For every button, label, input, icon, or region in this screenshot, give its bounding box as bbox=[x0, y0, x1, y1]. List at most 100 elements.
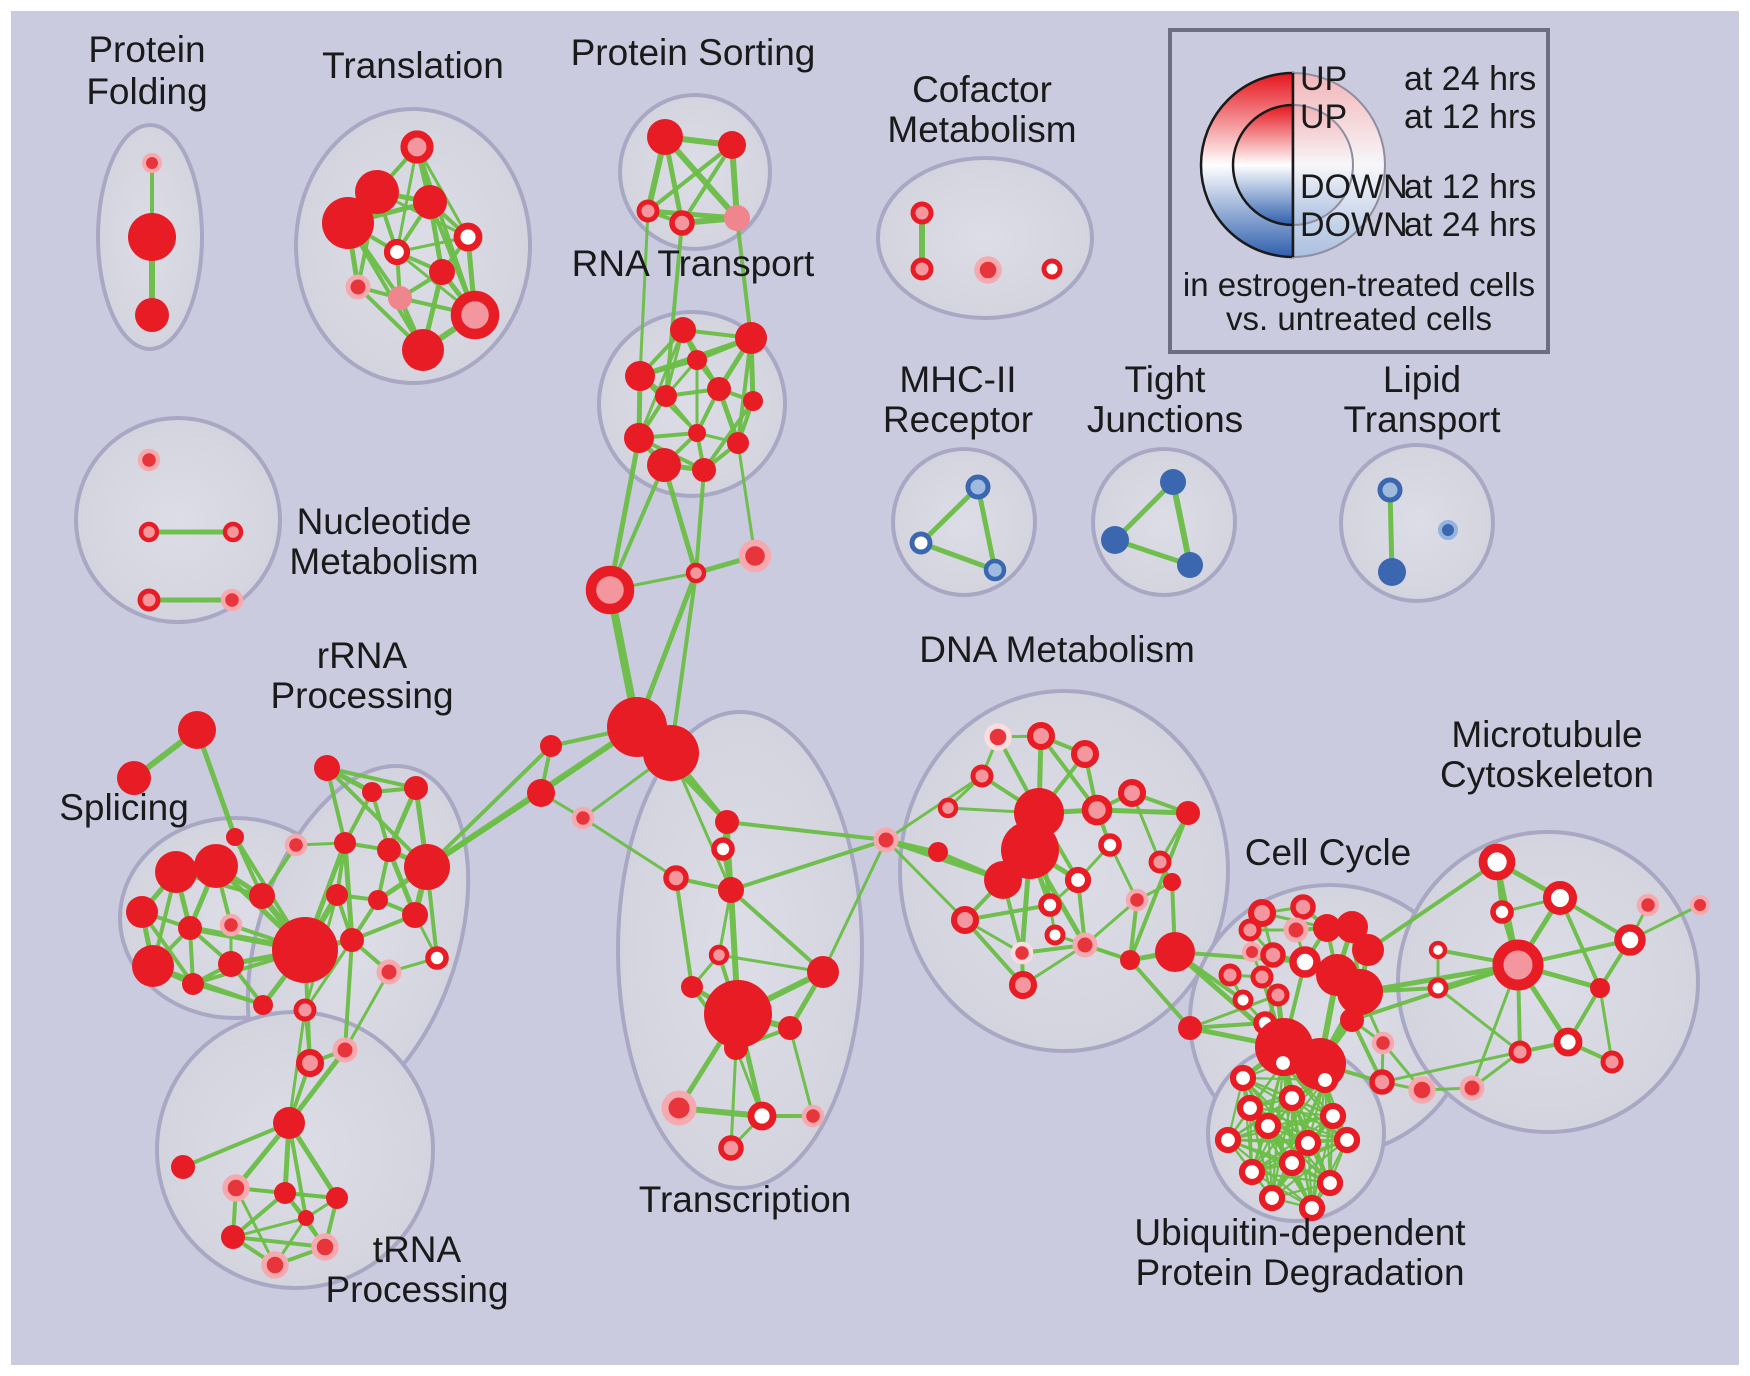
network-node-tight-junctions bbox=[1177, 552, 1203, 578]
network-node-splicing bbox=[253, 995, 273, 1015]
network-node-microtubule-cytoskeleton bbox=[1427, 977, 1449, 999]
network-node-trna-processing bbox=[221, 1225, 245, 1249]
network-node-transcription bbox=[711, 837, 735, 861]
network-node-cofactor-metabolism bbox=[1041, 258, 1063, 280]
network-node-connector bbox=[873, 827, 899, 853]
network-node-dna-metabolism bbox=[1010, 941, 1034, 965]
network-node-rrna-processing bbox=[314, 755, 340, 781]
network-edge bbox=[1436, 986, 1522, 1054]
network-node-protein-folding bbox=[135, 298, 169, 332]
network-edge bbox=[669, 571, 698, 755]
network-node-cell-cycle bbox=[1289, 946, 1321, 978]
network-edge bbox=[1250, 1114, 1335, 1174]
network-node-microtubule-cytoskeleton bbox=[1690, 895, 1710, 915]
network-edge bbox=[736, 336, 753, 445]
network-node-ubiquitin-degradation bbox=[1298, 1194, 1326, 1222]
network-edge bbox=[234, 1186, 277, 1267]
network-node-splicing bbox=[155, 851, 197, 893]
cluster-label-translation: Translation bbox=[322, 45, 504, 86]
network-node-cell-cycle bbox=[1218, 963, 1242, 987]
network-node-hub-chain bbox=[643, 725, 699, 781]
network-node-dna-metabolism bbox=[1044, 924, 1066, 946]
network-node-rrna-processing bbox=[332, 1037, 358, 1063]
network-edge bbox=[646, 143, 734, 213]
network-node-transcription bbox=[663, 865, 689, 891]
network-node-microtubule-cytoskeleton bbox=[1428, 940, 1448, 960]
network-edge bbox=[963, 918, 1025, 987]
network-node-trna-processing bbox=[171, 1155, 195, 1179]
network-node-ubiquitin-degradation bbox=[1278, 1149, 1306, 1177]
network-node-mhc-ii-receptor bbox=[909, 531, 933, 555]
cluster-ellipse-nucleotide-metabolism bbox=[74, 416, 282, 624]
network-node-cell-cycle bbox=[1408, 1076, 1436, 1104]
network-node-splicing bbox=[249, 883, 275, 909]
network-node-tight-junctions bbox=[1101, 526, 1129, 554]
network-node-rna-transport bbox=[625, 361, 655, 391]
network-edge bbox=[963, 903, 1052, 922]
network-node-dna-metabolism bbox=[1070, 739, 1100, 769]
network-node-trna-processing bbox=[222, 1174, 250, 1202]
network-node-cell-cycle bbox=[1369, 1069, 1395, 1095]
network-node-hub-chain bbox=[685, 562, 707, 584]
network-node-transcription bbox=[715, 810, 739, 834]
network-node-splicing bbox=[219, 913, 243, 937]
network-node-dna-metabolism bbox=[1081, 794, 1113, 826]
network-edge bbox=[788, 1026, 815, 1118]
cluster-label-lipid-transport: Lipid Transport bbox=[1344, 359, 1502, 440]
network-edge bbox=[1366, 860, 1499, 952]
network-edge bbox=[918, 484, 981, 546]
network-node-microtubule-cytoskeleton bbox=[1459, 1075, 1485, 1101]
network-node-trna-processing bbox=[326, 1187, 348, 1209]
network-node-protein-folding bbox=[142, 153, 162, 173]
network-node-trna-processing bbox=[273, 1107, 305, 1139]
network-node-nucleotide-metabolism bbox=[137, 448, 161, 472]
network-edge bbox=[821, 838, 888, 974]
network-node-trna-processing bbox=[261, 1251, 289, 1279]
network-node-cell-cycle bbox=[1336, 911, 1368, 943]
network-edge bbox=[1188, 1021, 1267, 1030]
network-node-cell-cycle bbox=[1260, 942, 1286, 968]
cluster-label-protein-sorting: Protein Sorting bbox=[571, 32, 816, 73]
network-node-dna-metabolism bbox=[1176, 801, 1200, 825]
network-node-rrna-processing bbox=[295, 1048, 325, 1078]
network-node-cell-cycle bbox=[1242, 942, 1262, 962]
network-node-rna-transport bbox=[735, 322, 767, 354]
network-node-translation bbox=[355, 170, 399, 214]
network-edge bbox=[637, 328, 685, 440]
network-edge bbox=[662, 134, 740, 221]
network-node-ubiquitin-degradation bbox=[1214, 1126, 1242, 1154]
network-node-lipid-transport bbox=[1377, 477, 1403, 503]
network-node-translation bbox=[383, 238, 411, 266]
network-edge bbox=[717, 953, 825, 974]
cluster-label-mhc-ii-receptor: MHC-II Receptor bbox=[883, 359, 1033, 440]
network-node-hub-chain bbox=[527, 779, 555, 807]
network-node-dna-metabolism bbox=[1120, 950, 1140, 970]
network-node-splicing bbox=[178, 916, 202, 940]
network-node-dna-metabolism bbox=[1064, 866, 1092, 894]
network-node-lipid-transport bbox=[1438, 520, 1458, 540]
network-node-dna-metabolism bbox=[1008, 970, 1038, 1000]
network-node-cell-cycle bbox=[1313, 914, 1341, 942]
network-node-rrna-processing bbox=[377, 838, 401, 862]
network-node-ubiquitin-degradation bbox=[1333, 1126, 1361, 1154]
network-node-rrna-processing bbox=[376, 959, 402, 985]
network-node-rna-transport bbox=[707, 377, 731, 401]
network-node-transcription bbox=[704, 980, 772, 1048]
network-node-translation bbox=[429, 259, 455, 285]
network-node-microtubule-cytoskeleton bbox=[1636, 893, 1660, 917]
cluster-label-nucleotide-metabolism: Nucleotide Metabolism bbox=[289, 501, 478, 582]
network-node-rna-transport bbox=[670, 317, 696, 343]
network-node-dna-metabolism bbox=[1038, 893, 1062, 917]
network-node-dna-metabolism bbox=[928, 842, 948, 862]
network-node-translation bbox=[400, 130, 434, 164]
network-node-ubiquitin-degradation bbox=[1294, 1129, 1322, 1157]
network-edge bbox=[680, 143, 734, 225]
legend-time: at 12 hrs bbox=[1404, 168, 1536, 206]
network-node-protein-sorting bbox=[718, 131, 746, 159]
network-node-ubiquitin-degradation bbox=[1238, 1158, 1266, 1186]
network-node-dna-metabolism bbox=[1163, 873, 1181, 891]
network-node-splicing bbox=[218, 951, 244, 977]
network-node-dna-metabolism bbox=[1148, 850, 1172, 874]
legend-gradient-circle bbox=[1292, 103, 1354, 227]
network-node-microtubule-cytoskeleton bbox=[1508, 1040, 1532, 1064]
